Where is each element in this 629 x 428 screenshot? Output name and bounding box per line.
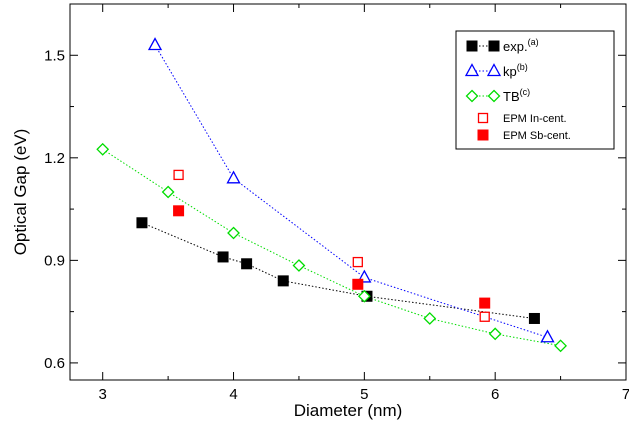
x-axis-label: Diameter (nm) bbox=[294, 401, 403, 420]
legend-marker-exp bbox=[466, 40, 478, 52]
data-point-kp bbox=[540, 329, 555, 343]
data-point-kp bbox=[226, 170, 241, 184]
legend-marker-exp bbox=[488, 40, 500, 52]
legend-entry-sb: EPM Sb-cent. bbox=[477, 129, 571, 142]
axis-ticks: 3 4 5 6 7 0.6 0.9 1.2 1.5 bbox=[44, 4, 629, 403]
x-tick-label: 7 bbox=[622, 386, 629, 403]
legend-superscript-exp: (a) bbox=[528, 37, 539, 47]
data-point-exp bbox=[277, 275, 289, 287]
connecting-lines bbox=[102, 44, 561, 347]
x-tick-label: 4 bbox=[229, 386, 237, 403]
data-markers bbox=[96, 37, 568, 353]
y-tick-label: 0.6 bbox=[44, 355, 65, 372]
data-point-tb bbox=[357, 289, 371, 303]
data-point-in bbox=[352, 256, 363, 268]
data-point-sb bbox=[352, 278, 364, 290]
data-point-sb bbox=[479, 297, 491, 309]
legend-entry-in: EPM In-cent. bbox=[477, 112, 567, 125]
data-point-tb bbox=[554, 339, 568, 353]
x-tick-label: 3 bbox=[99, 386, 107, 403]
data-point-exp bbox=[528, 312, 540, 324]
x-tick-label: 5 bbox=[360, 386, 368, 403]
data-point-tb bbox=[227, 226, 240, 240]
data-point-exp bbox=[217, 251, 229, 263]
legend-marker-kp bbox=[486, 63, 502, 77]
legend-label-sb: EPM Sb-cent. bbox=[503, 130, 571, 142]
data-point-tb bbox=[423, 312, 437, 325]
y-tick-label: 1.5 bbox=[44, 47, 65, 64]
legend: exp.(a)kp(b)TB(c)EPM In-cent.EPM Sb-cent… bbox=[455, 30, 615, 150]
y-tick-label: 1.2 bbox=[44, 150, 65, 167]
legend-marker-sb bbox=[477, 129, 489, 141]
y-axis-label: Optical Gap (eV) bbox=[11, 129, 30, 256]
y-tick-label: 0.9 bbox=[44, 252, 65, 269]
series-line-kp bbox=[154, 44, 548, 338]
data-point-tb bbox=[96, 142, 110, 156]
legend-superscript-kp: (b) bbox=[517, 62, 528, 72]
data-point-tb bbox=[488, 327, 502, 341]
data-point-tb bbox=[161, 185, 175, 199]
data-point-exp bbox=[136, 217, 148, 229]
legend-marker-tb bbox=[465, 89, 479, 103]
x-tick-label: 6 bbox=[491, 386, 499, 403]
series-line-exp bbox=[141, 222, 535, 319]
data-point-in bbox=[479, 311, 490, 322]
data-point-exp bbox=[241, 258, 253, 270]
legend-marker-tb bbox=[487, 89, 501, 103]
series-line-tb bbox=[102, 148, 561, 347]
legend-marker-in bbox=[477, 112, 489, 124]
legend-box bbox=[455, 30, 615, 150]
data-point-in bbox=[173, 169, 184, 181]
data-point-kp bbox=[147, 37, 163, 51]
data-point-sb bbox=[173, 205, 185, 217]
data-point-tb bbox=[292, 259, 306, 272]
legend-marker-kp bbox=[464, 63, 480, 77]
legend-label-in: EPM In-cent. bbox=[503, 113, 567, 125]
legend-superscript-tb: (c) bbox=[520, 87, 531, 97]
plot-area-frame bbox=[69, 3, 627, 381]
